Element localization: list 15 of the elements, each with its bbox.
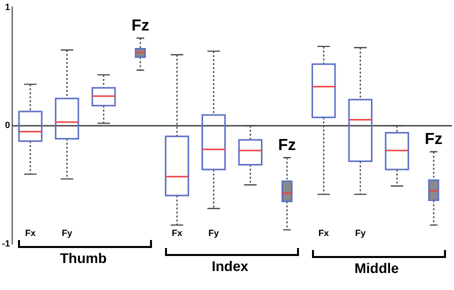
y-tick-label: 0 [4,120,10,130]
x-tick-label: Fz [278,137,296,154]
x-tick-label: Fy [208,228,219,238]
text: Index [210,258,250,274]
y-tick-label: 1 [4,2,10,12]
x-tick-label: Fx [25,228,36,238]
x-tick-label: Fx [172,228,182,238]
x-tick-label: Fz [424,131,443,148]
x-tick-label: Fx [318,228,329,238]
text: Middle [353,260,400,276]
x-tick-label: Fz [131,18,150,35]
text: Thumb [58,250,108,266]
y-tick-label: -1 [2,238,10,248]
x-tick-label: Fy [62,228,72,238]
x-tick-label: Fy [355,228,366,238]
